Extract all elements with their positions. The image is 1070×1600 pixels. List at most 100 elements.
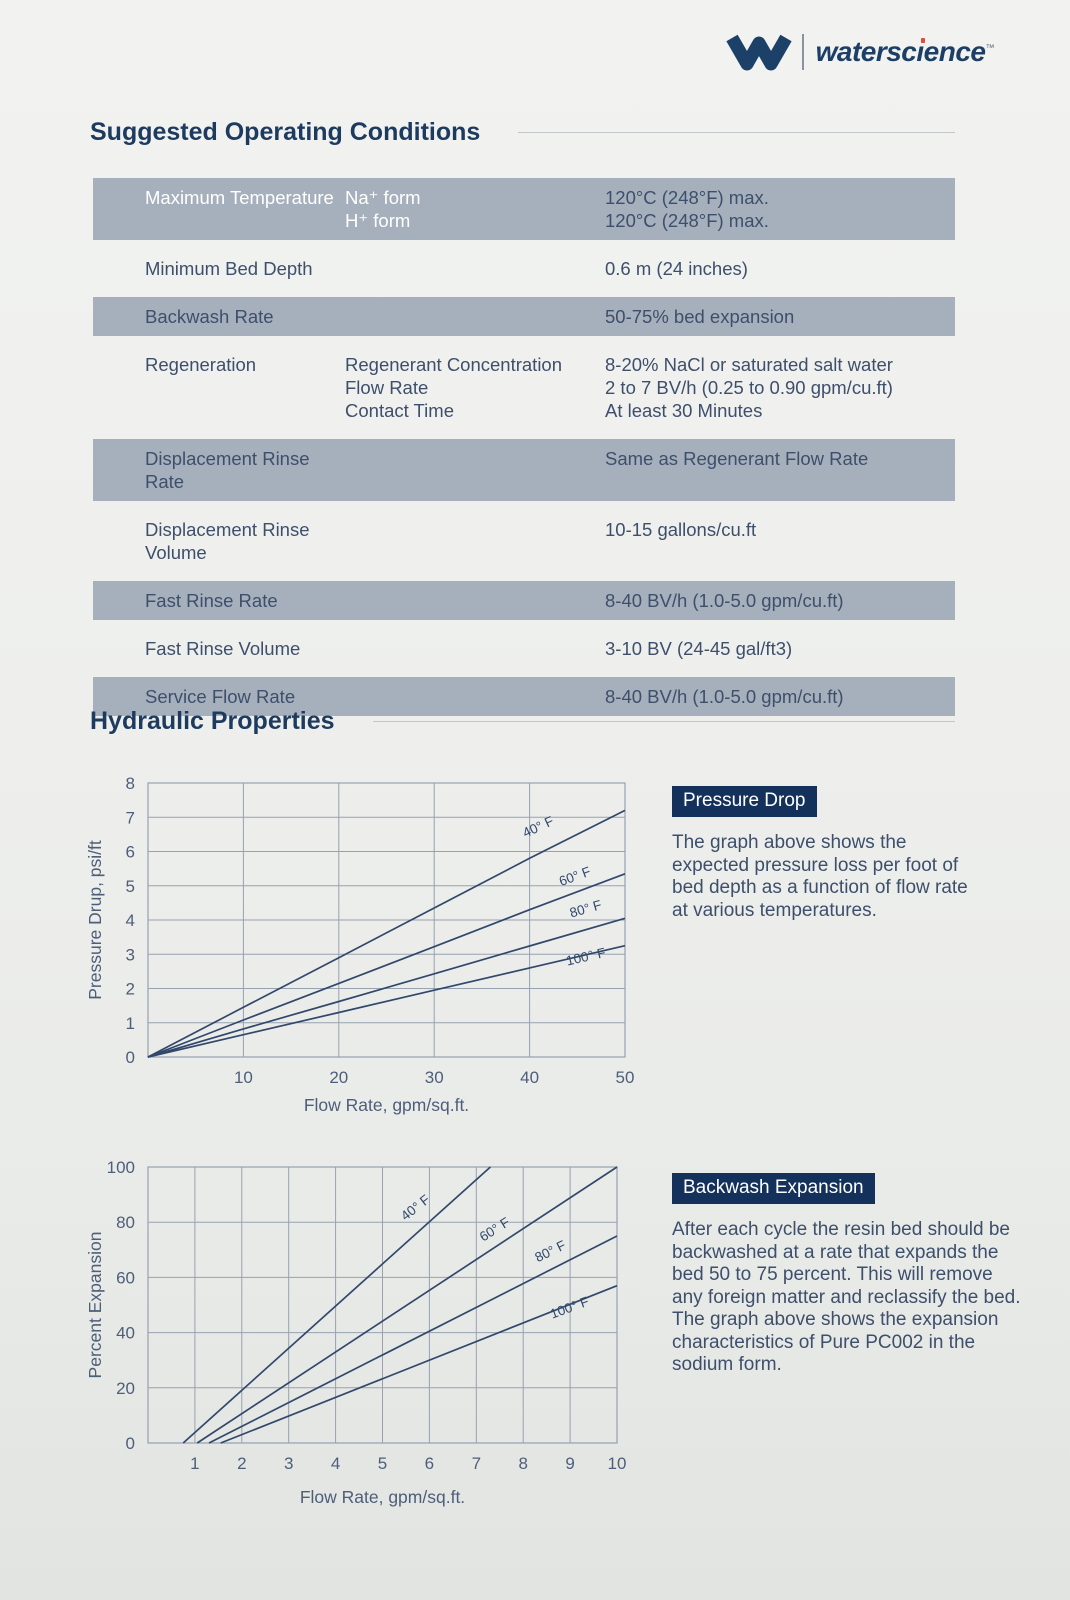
section-operating-conditions: Suggested Operating Conditions	[90, 118, 955, 147]
table-row: Backwash Rate 50-75% bed expansion	[93, 297, 955, 336]
x-tick-label: 7	[472, 1454, 481, 1473]
y-tick-label: 1	[126, 1014, 135, 1033]
row-label: Displacement Rinse Volume	[145, 519, 310, 563]
row-sublabels	[345, 447, 605, 493]
series-line-80F	[208, 1235, 618, 1444]
x-tick-label: 40	[520, 1068, 539, 1087]
y-tick-label: 4	[126, 911, 135, 930]
y-tick-label: 20	[116, 1379, 135, 1398]
backwash-expansion-badge: Backwash Expansion	[672, 1173, 875, 1204]
x-tick-label: 30	[425, 1068, 444, 1087]
row-sublabels	[345, 518, 605, 564]
section-title-operating: Suggested Operating Conditions	[90, 118, 481, 146]
logo-divider	[801, 34, 804, 70]
table-row: Displacement Rinse Rate Same as Regeneran…	[93, 439, 955, 501]
series-label: 60° F	[557, 864, 593, 889]
logo-w-icon	[725, 34, 792, 71]
pressure-drop-badge: Pressure Drop	[672, 786, 817, 817]
series-label: 40° F	[398, 1192, 433, 1224]
backwash-expansion-chart: 1 2 3 4 5 6 7 8 9 10 0 20 40 60 80 100 Flow Rate, gpm/sq…	[85, 1152, 655, 1529]
row-sublabels	[345, 685, 605, 708]
table-row: Maximum Temperature Na⁺ form H⁺ form 120°C …	[93, 178, 955, 240]
x-tick-label: 5	[378, 1454, 387, 1473]
table-row: Fast Rinse Volume 3-10 BV (24-45 gal/ft3)	[93, 626, 955, 671]
series-line-40F	[182, 1166, 491, 1444]
y-axis-title: Percent Expansion	[85, 1232, 105, 1379]
sub-label: Regenerant Concentration	[345, 354, 563, 375]
series-line-60F	[147, 873, 626, 1058]
table-row: Regeneration Regenerant Concentration Flow…	[93, 342, 955, 433]
row-label: Minimum Bed Depth	[145, 258, 313, 279]
sub-label: H⁺ form	[345, 210, 411, 231]
x-tick-label: 1	[190, 1454, 199, 1473]
x-tick-label: 20	[329, 1068, 348, 1087]
brand-name: waterscı ence™	[815, 36, 995, 67]
sub-label: Contact Time	[345, 400, 454, 421]
y-tick-label: 60	[116, 1268, 135, 1287]
table-row: Fast Rinse Rate 8-40 BV/h (1.0-5.0 gpm/cu…	[93, 581, 955, 620]
x-tick-label: 10	[608, 1454, 627, 1473]
sub-value: 120°C (248°F) max.	[605, 187, 769, 208]
x-axis-title: Flow Rate, gpm/sq.ft.	[300, 1487, 465, 1507]
y-tick-label: 100	[107, 1158, 135, 1177]
series-line-60F	[196, 1166, 618, 1444]
row-value: 8-20% NaCl or saturated salt water 2 to 7…	[605, 353, 945, 422]
y-tick-label: 8	[126, 775, 135, 793]
series-label: 80° F	[532, 1237, 568, 1265]
backwash-expansion-panel: Backwash Expansion After each cycle the …	[672, 1173, 1028, 1377]
x-tick-label: 2	[237, 1454, 246, 1473]
row-label: Fast Rinse Rate	[145, 590, 278, 611]
y-tick-label: 0	[126, 1048, 135, 1067]
row-value: Same as Regenerant Flow Rate	[605, 448, 869, 469]
row-value: 50-75% bed expansion	[605, 306, 795, 327]
logo-red-dot	[920, 38, 926, 43]
sub-value: 2 to 7 BV/h (0.25 to 0.90 gpm/cu.ft)	[605, 377, 893, 398]
row-sublabels: Na⁺ form H⁺ form	[345, 186, 605, 232]
x-tick-label: 10	[234, 1068, 253, 1087]
row-value: 10-15 gallons/cu.ft	[605, 519, 757, 540]
sub-value: 8-20% NaCl or saturated salt water	[605, 354, 893, 375]
row-sublabels	[345, 305, 605, 328]
pressure-drop-panel: Pressure Drop The graph above shows the …	[672, 786, 972, 922]
chart-canvas: 10 20 30 40 50 0 1 2 3 4 5 6 7 8 Flow Rate, gpm/sq.ft.…	[85, 774, 635, 1115]
row-value: 120°C (248°F) max. 120°C (248°F) max.	[605, 186, 945, 232]
heading-rule	[518, 132, 955, 133]
series-label: 100° F	[565, 945, 607, 969]
y-tick-label: 6	[126, 843, 135, 862]
y-tick-label: 0	[126, 1434, 135, 1453]
row-label: Backwash Rate	[145, 306, 274, 327]
table-row: Minimum Bed Depth 0.6 m (24 inches)	[93, 246, 955, 291]
row-label: Displacement Rinse Rate	[145, 448, 310, 492]
backwash-expansion-description: After each cycle the resin bed should be…	[672, 1219, 1021, 1375]
row-label: Regeneration	[145, 354, 257, 375]
brand-logo: waterscı ence™	[725, 30, 995, 74]
row-label: Fast Rinse Volume	[145, 638, 301, 659]
sub-value: 120°C (248°F) max.	[605, 210, 769, 231]
row-label: Maximum Temperature	[145, 187, 334, 208]
series-label: 80° F	[568, 897, 603, 920]
x-tick-label: 9	[565, 1454, 574, 1473]
table-row: Service Flow Rate 8-40 BV/h (1.0-5.0 gpm/…	[93, 677, 955, 716]
y-tick-label: 40	[116, 1324, 135, 1343]
x-tick-label: 50	[616, 1068, 635, 1087]
y-tick-label: 3	[126, 945, 135, 964]
section-title-hydraulic: Hydraulic Properties	[90, 707, 335, 735]
y-tick-label: 5	[126, 877, 135, 896]
sub-label: Flow Rate	[345, 377, 429, 398]
x-tick-label: 4	[331, 1454, 340, 1473]
series-line-40F	[147, 809, 626, 1058]
row-value: 3-10 BV (24-45 gal/ft3)	[605, 638, 793, 659]
plot-border	[147, 782, 626, 1058]
trademark-symbol: ™	[985, 42, 995, 53]
row-sublabels	[345, 637, 605, 660]
series-line-80F	[147, 917, 626, 1058]
x-tick-label: 8	[518, 1454, 527, 1473]
row-value: 8-40 BV/h (1.0-5.0 gpm/cu.ft)	[605, 590, 844, 611]
series-line-100F	[147, 944, 626, 1058]
series-label: 100° F	[548, 1294, 591, 1322]
series-line-100F	[220, 1284, 618, 1444]
x-tick-label: 3	[284, 1454, 293, 1473]
x-tick-label: 6	[425, 1454, 434, 1473]
table-row: Displacement Rinse Volume 10-15 gallons/c…	[93, 507, 955, 575]
y-tick-label: 2	[126, 980, 135, 999]
